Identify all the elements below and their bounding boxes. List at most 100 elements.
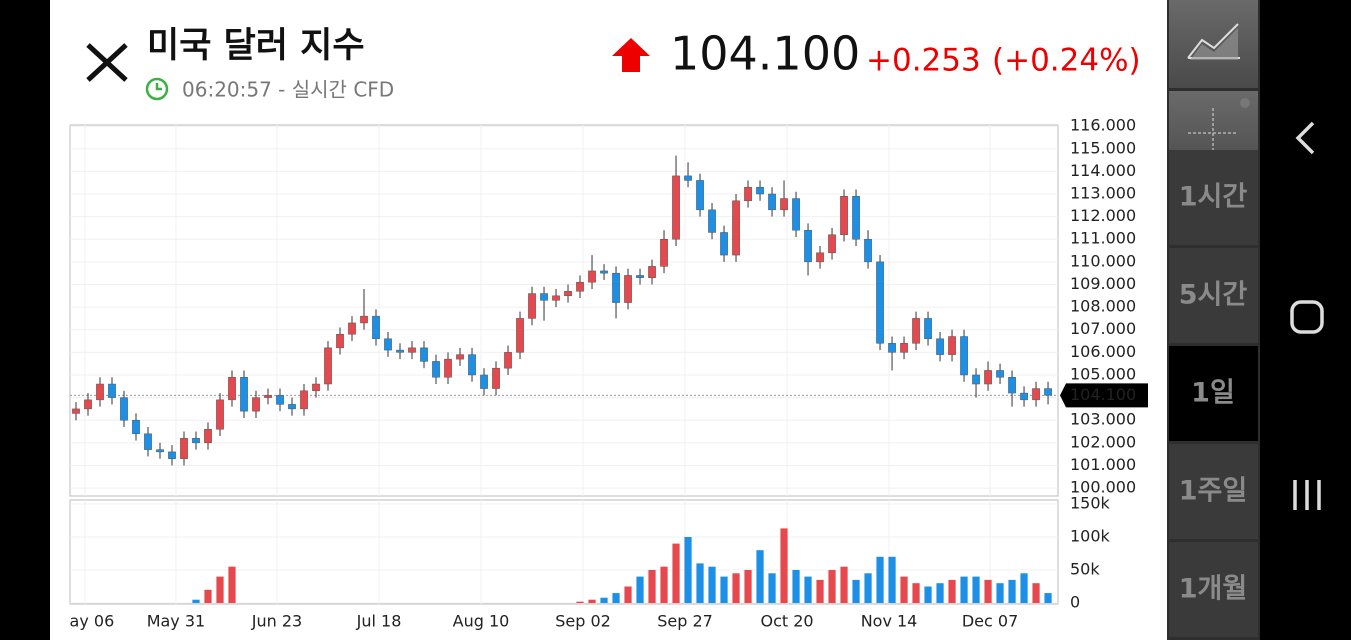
- volume-bar: [708, 566, 716, 603]
- volume-bar: [1008, 579, 1016, 603]
- candle-body: [108, 383, 116, 398]
- candle-body: [300, 390, 308, 410]
- candle-body: [948, 336, 956, 355]
- candle-body: [936, 338, 944, 355]
- y-tick-label: 0: [1070, 593, 1080, 612]
- volume-bar: [696, 563, 704, 603]
- candle-body: [204, 429, 212, 444]
- volume-bar: [948, 579, 956, 603]
- x-tick-label: May 31: [147, 612, 206, 631]
- candle-body: [684, 175, 692, 181]
- y-tick-label: 107.000: [1070, 319, 1136, 338]
- candle-body: [732, 200, 740, 256]
- candle-body: [72, 408, 80, 414]
- candle-body: [888, 343, 896, 353]
- last-price-tag: [1060, 383, 1148, 408]
- candle-body: [120, 397, 128, 421]
- y-tick-label: 102.000: [1070, 432, 1136, 451]
- timeframe-button[interactable]: [1169, 150, 1258, 245]
- instrument-title: 미국 달러 지수: [147, 26, 365, 66]
- recents-button[interactable]: [1293, 480, 1321, 510]
- candle-body: [528, 293, 536, 319]
- volume-bar: [612, 593, 620, 603]
- volume-bar: [204, 589, 212, 603]
- y-tick-label: 108.000: [1070, 297, 1136, 316]
- volume-bar: [228, 566, 236, 603]
- y-tick-label: 110.000: [1070, 251, 1136, 270]
- y-tick-label: 100.000: [1070, 478, 1136, 497]
- timeframe-label[interactable]: 1개월: [1179, 574, 1247, 605]
- candle-body: [384, 338, 392, 351]
- candle-body: [516, 318, 524, 353]
- grid: [70, 125, 1058, 604]
- candle-body: [696, 180, 704, 211]
- candle-body: [444, 358, 452, 378]
- left-edge: [0, 0, 50, 640]
- candle-body: [1044, 388, 1052, 396]
- candle-body: [864, 238, 872, 263]
- volume-bar: [192, 599, 200, 603]
- x-tick-label: Jul 18: [356, 612, 402, 631]
- volume-bar: [1020, 573, 1028, 603]
- candle-body: [912, 318, 920, 344]
- candle-body: [180, 438, 188, 459]
- y-tick-label: 111.000: [1070, 229, 1136, 248]
- y-tick-label: 50k: [1070, 560, 1100, 579]
- y-tick-label: 116.000: [1070, 116, 1136, 135]
- candle-body: [396, 349, 404, 353]
- timeframe-button[interactable]: [1169, 346, 1258, 441]
- candle-body: [252, 397, 260, 412]
- x-tick-label: Sep 02: [555, 612, 611, 631]
- volume-bar: [756, 550, 764, 603]
- price-panel: [69, 124, 1059, 497]
- candle-body: [672, 175, 680, 240]
- y-tick-label: 150k: [1070, 494, 1111, 513]
- candle-body: [600, 270, 608, 274]
- back-button[interactable]: [1295, 121, 1315, 155]
- clock-icon: [145, 77, 169, 101]
- candle-body: [660, 238, 668, 267]
- volume-bar: [1032, 583, 1040, 603]
- volume-bar: [624, 586, 632, 603]
- candle-body: [264, 395, 272, 398]
- timeframe-button[interactable]: [1169, 248, 1258, 343]
- labels: 100.000101.000102.000103.000104.000105.0…: [1060, 116, 1148, 612]
- x-tick-label: Dec 07: [962, 612, 1018, 631]
- volume-bar: [648, 570, 656, 603]
- volume-bar: [216, 576, 224, 603]
- candle-body: [900, 343, 908, 353]
- x-tick-label: Oct 20: [760, 612, 813, 631]
- timeframe-label[interactable]: 1시간: [1179, 182, 1248, 213]
- volume-bar: [792, 570, 800, 603]
- candle-body: [360, 315, 368, 324]
- timeframe-label[interactable]: 5시간: [1179, 280, 1248, 311]
- timeframes: 1시간 5시간 1일 1주일 1개월: [1169, 150, 1258, 637]
- candle-body: [612, 272, 620, 303]
- candle-body: [336, 334, 344, 349]
- candle-body: [816, 252, 824, 263]
- volume-bar: [960, 576, 968, 603]
- candle-body: [156, 449, 164, 453]
- timeframe-label[interactable]: 1일: [1191, 378, 1235, 409]
- volume-bar: [744, 570, 752, 603]
- chart-type-button[interactable]: [1169, 0, 1258, 88]
- last-price-label: 104.100: [1070, 385, 1136, 404]
- candle-body: [828, 234, 836, 254]
- candle-body: [276, 395, 284, 405]
- volume-bar: [876, 556, 884, 603]
- candle-body: [1032, 388, 1040, 401]
- candle-body: [216, 399, 224, 430]
- candle-body: [588, 270, 596, 283]
- y-tick-label: 115.000: [1070, 138, 1136, 157]
- candle-body: [924, 318, 932, 340]
- timeframe-button[interactable]: [1169, 444, 1258, 539]
- candle-body: [636, 275, 644, 278]
- home-button[interactable]: [1290, 300, 1324, 334]
- close-button[interactable]: [86, 43, 128, 82]
- candle-body: [876, 261, 884, 344]
- timeframe-label[interactable]: 1주일: [1179, 476, 1247, 507]
- timeframe-button[interactable]: [1169, 542, 1258, 637]
- volume-bar: [720, 576, 728, 603]
- candle-body: [576, 281, 584, 292]
